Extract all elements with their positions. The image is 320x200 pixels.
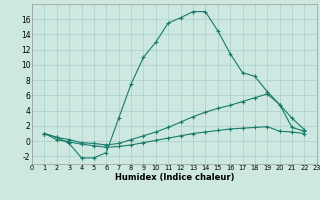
- X-axis label: Humidex (Indice chaleur): Humidex (Indice chaleur): [115, 173, 234, 182]
